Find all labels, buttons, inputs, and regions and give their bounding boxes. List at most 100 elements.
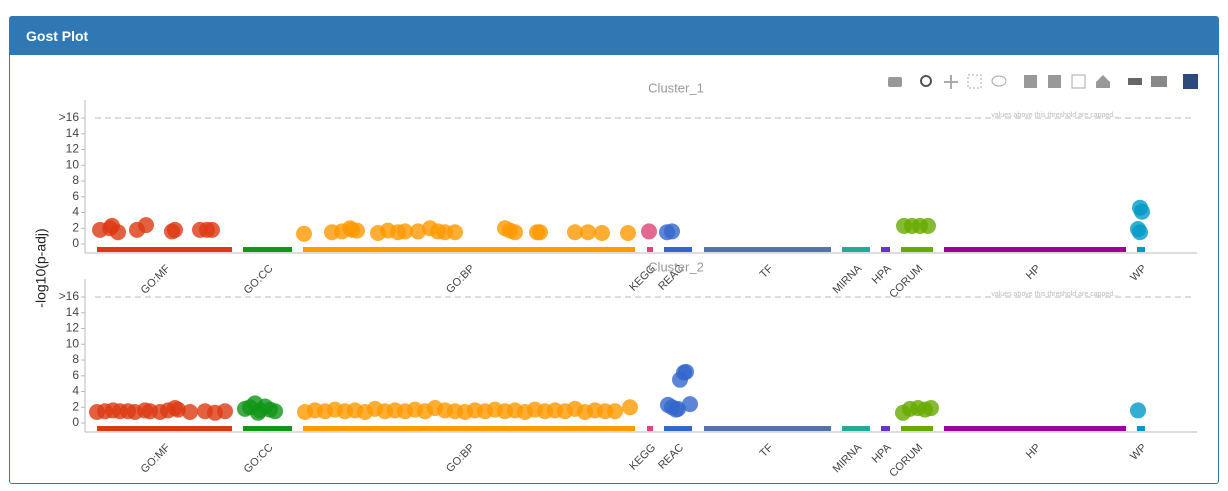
- term-point: [678, 363, 694, 380]
- x-tick-label: GO:CC: [242, 263, 276, 297]
- x-tick-label: MIRNA: [831, 262, 865, 296]
- hover-icon[interactable]: [1151, 76, 1167, 87]
- x-tick-label: GO:BP: [444, 263, 477, 296]
- y-tick-label: 10: [66, 157, 80, 171]
- threshold-label: values above this threshold are capped..…: [991, 112, 1119, 119]
- y-tick-label: 2: [72, 399, 79, 413]
- x-tick-label: KEGG: [627, 442, 658, 473]
- source-bar: [243, 247, 292, 253]
- term-point: [607, 403, 623, 420]
- zoom-icon[interactable]: [920, 75, 932, 87]
- source-bar: [664, 426, 692, 432]
- y-tick-label: 0: [72, 415, 79, 429]
- term-point: [250, 404, 266, 421]
- y-tick-label: 4: [72, 205, 79, 219]
- panel: Gost Plot: [9, 16, 1219, 484]
- source-bar: [901, 426, 933, 432]
- source-bar: [944, 247, 1126, 253]
- x-tick-label: WP: [1128, 263, 1149, 284]
- y-tick-label: 4: [72, 384, 79, 398]
- y-tick-label: 12: [66, 142, 80, 156]
- subplot-title: Cluster_1: [648, 80, 704, 95]
- y-tick-label: 0: [72, 236, 79, 250]
- y-tick-label: 6: [72, 189, 79, 203]
- source-bar: [842, 426, 870, 432]
- zoom-out-icon[interactable]: [1048, 75, 1061, 88]
- term-point: [410, 223, 426, 240]
- source-bar: [647, 247, 653, 253]
- camera-icon[interactable]: [888, 77, 902, 87]
- source-bar: [97, 426, 232, 432]
- y-tick-label: 8: [72, 352, 79, 366]
- plotly-logo[interactable]: [1183, 74, 1198, 89]
- term-point: [349, 222, 365, 239]
- panel-title: Gost Plot: [10, 17, 1218, 55]
- term-point: [296, 225, 312, 242]
- term-point: [182, 403, 198, 420]
- source-bar: [97, 247, 232, 253]
- term-point: [170, 401, 186, 418]
- x-tick-label: MIRNA: [831, 441, 865, 475]
- term-point: [620, 224, 636, 241]
- x-tick-label: GO:MF: [139, 442, 173, 476]
- zoom-in-icon[interactable]: [1024, 75, 1037, 88]
- term-point: [532, 224, 548, 241]
- x-tick-label: GO:MF: [139, 263, 173, 297]
- x-tick-label: TF: [758, 263, 776, 281]
- term-point: [1134, 203, 1150, 220]
- x-tick-label: HP: [1024, 263, 1043, 282]
- term-point: [397, 223, 413, 240]
- term-point: [923, 400, 939, 417]
- source-bar: [303, 247, 635, 253]
- reset-icon[interactable]: [1096, 75, 1110, 88]
- term-point: [664, 223, 680, 240]
- source-bar: [944, 426, 1126, 432]
- x-tick-label: GO:CC: [242, 442, 276, 476]
- term-point: [1130, 402, 1146, 419]
- threshold-label: values above this threshold are capped..…: [991, 291, 1119, 298]
- term-point: [682, 396, 698, 413]
- source-bar: [881, 426, 890, 432]
- source-bar: [704, 247, 831, 253]
- term-point: [580, 224, 596, 241]
- source-bar: [842, 247, 870, 253]
- term-point: [267, 403, 283, 420]
- x-tick-label: WP: [1128, 442, 1149, 463]
- y-tick-label: 14: [66, 126, 80, 140]
- y-axis-title: -log10(p-adj): [33, 228, 49, 307]
- x-tick-label: CORUM: [887, 442, 925, 480]
- y-tick-label: 10: [66, 336, 80, 350]
- x-tick-label: TF: [758, 442, 776, 460]
- subplot-title: Cluster_2: [648, 259, 704, 274]
- term-point: [641, 223, 657, 240]
- source-bar: [647, 426, 653, 432]
- spike-icon[interactable]: [1128, 78, 1142, 85]
- term-point: [594, 224, 610, 241]
- term-point: [204, 221, 220, 238]
- autoscale-icon[interactable]: [1071, 74, 1086, 89]
- x-tick-label: CORUM: [887, 263, 925, 301]
- source-bar: [303, 426, 635, 432]
- pan-icon[interactable]: [944, 75, 958, 89]
- x-tick-label: GO:BP: [444, 442, 477, 475]
- x-tick-label: HPA: [870, 262, 894, 286]
- source-bar: [901, 247, 933, 253]
- y-tick-label: >16: [59, 110, 80, 124]
- term-point: [138, 217, 154, 234]
- term-point: [567, 224, 583, 241]
- select-icon[interactable]: [967, 74, 982, 89]
- source-bar: [1137, 247, 1145, 253]
- y-tick-label: 8: [72, 173, 79, 187]
- x-tick-label: HP: [1024, 442, 1043, 461]
- term-point: [1132, 224, 1148, 241]
- term-point: [507, 224, 523, 241]
- lasso-icon[interactable]: [991, 75, 1007, 87]
- x-tick-label: HPA: [870, 441, 894, 465]
- term-point: [104, 217, 120, 234]
- source-bar: [881, 247, 890, 253]
- term-point: [622, 399, 638, 416]
- term-point: [217, 403, 233, 420]
- source-bar: [243, 426, 292, 432]
